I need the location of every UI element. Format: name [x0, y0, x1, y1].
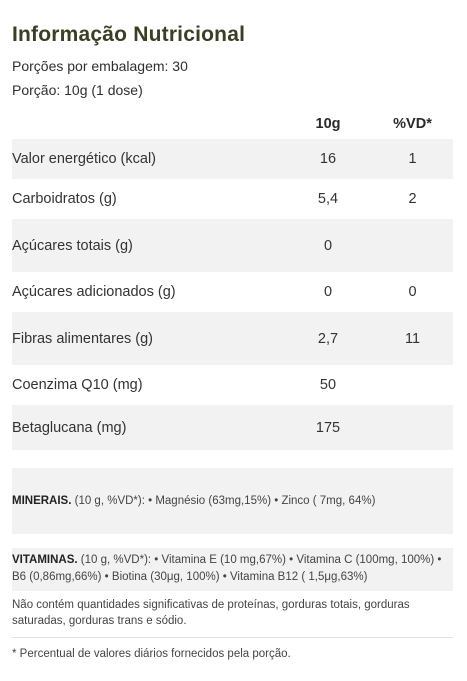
minerals-values: (10 g, %VD*): • Magnésio (63mg,15%) • Zi…	[71, 495, 376, 507]
nutrient-amount: 2,7	[317, 330, 339, 347]
minerals-label: MINERAIS.	[12, 495, 72, 507]
nutrient-name: Açúcares adicionados (g)	[12, 284, 176, 300]
vitamins-section: VITAMINAS. (10 g, %VD*): • Vitamina E (1…	[12, 548, 453, 591]
vitamins-label: VITAMINAS.	[12, 554, 78, 566]
nutrient-dv: 1	[408, 151, 417, 167]
minerals-section: MINERAIS. (10 g, %VD*): • Magnésio (63mg…	[12, 468, 453, 534]
nutrient-amount: 0	[323, 237, 333, 254]
nutrient-name: Carboidratos (g)	[12, 191, 117, 207]
nutrient-amount: 175	[315, 419, 341, 436]
nutrient-name: Fibras alimentares (g)	[12, 330, 154, 347]
table-row: Açúcares totais (g) 0	[12, 219, 453, 272]
nutrient-amount: 50	[319, 377, 337, 393]
nutrition-table: 10g %VD* Valor energético (kcal) 16 1 Ca…	[12, 109, 453, 450]
table-row: Valor energético (kcal) 16 1	[12, 139, 453, 179]
table-row: Carboidratos (g) 5,4 2	[12, 179, 453, 219]
nutrient-name: Açúcares totais (g)	[12, 237, 133, 254]
page-title: Informação Nutricional	[12, 23, 246, 46]
table-row: Betaglucana (mg) 175	[12, 405, 453, 450]
nutrition-panel: Informação Nutricional Porções por embal…	[12, 23, 453, 660]
nutrient-dv: 11	[404, 330, 421, 347]
table-row: Açúcares adicionados (g) 0 0	[12, 272, 453, 312]
nutrient-name: Betaglucana (mg)	[12, 419, 127, 436]
serving-size: Porção: 10g (1 dose)	[12, 82, 143, 98]
minerals-text: MINERAIS. (10 g, %VD*): • Magnésio (63mg…	[12, 495, 375, 507]
table-row: Coenzima Q10 (mg) 50	[12, 365, 453, 405]
nutrient-name: Coenzima Q10 (mg)	[12, 377, 143, 393]
nutrient-amount: 0	[323, 284, 333, 300]
servings-per-pack: Porções por embalagem: 30	[12, 58, 188, 74]
nutrient-amount: 16	[319, 151, 337, 167]
nutrient-dv: 0	[408, 284, 417, 300]
footnote-dv: * Percentual de valores diários fornecid…	[12, 648, 291, 660]
header-amount: 10g	[315, 116, 341, 132]
table-header: 10g %VD*	[12, 109, 453, 139]
nutrient-name: Valor energético (kcal)	[12, 151, 156, 167]
nutrient-amount: 5,4	[317, 191, 339, 207]
table-row: Fibras alimentares (g) 2,7 11	[12, 312, 453, 365]
vitamins-values: (10 g, %VD*): • Vitamina E (10 mg,67%) •…	[12, 554, 442, 583]
nutrient-dv: 2	[408, 191, 417, 207]
header-dv: %VD*	[393, 116, 432, 132]
footnote-nutrients: Não contém quantidades significativas de…	[12, 597, 453, 638]
